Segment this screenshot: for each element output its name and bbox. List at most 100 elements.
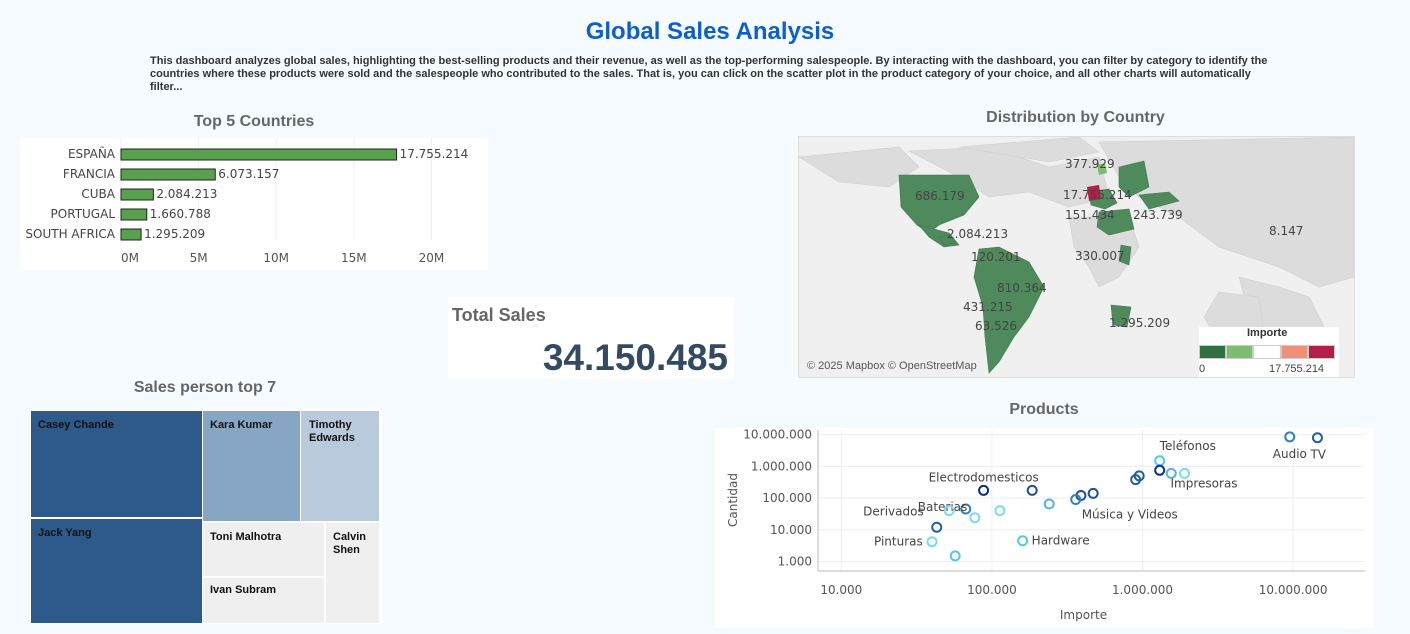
y-tick-label: 1.000 bbox=[778, 554, 812, 568]
scatter-point[interactable] bbox=[1017, 535, 1029, 547]
scatter-point[interactable] bbox=[969, 512, 981, 524]
products-scatter-chart[interactable]: 1.000 10.000 100.000 1.000.000 10.000.000 10.… bbox=[715, 428, 1373, 628]
x-tick-label: 1.000.000 bbox=[1112, 583, 1173, 597]
legend-swatch bbox=[1199, 345, 1227, 359]
products-title: Products bbox=[1009, 401, 1079, 418]
bar-value-label: 17.755.214 bbox=[400, 147, 469, 161]
bar-tick-label: 10M bbox=[263, 251, 289, 265]
scatter-point[interactable] bbox=[926, 536, 938, 548]
treemap-label: Ivan Subram bbox=[210, 584, 277, 596]
bar-category-label: ESPAÑA bbox=[68, 146, 116, 161]
treemap-label: Timothy Edwards bbox=[309, 419, 355, 444]
treemap-cell-kara[interactable]: Kara Kumar bbox=[203, 411, 300, 521]
treemap-cell-toni[interactable]: Toni Malhotra bbox=[203, 523, 324, 576]
spain-shape[interactable] bbox=[1087, 185, 1101, 201]
scatter-point[interactable] bbox=[994, 505, 1006, 517]
scatter-point[interactable] bbox=[943, 505, 955, 517]
kpi-panel: Total Sales 34.150.485 bbox=[448, 297, 734, 379]
country-map[interactable]: 686.179 377.929 17.755.214 151.434 243.739 8.… bbox=[798, 136, 1355, 378]
y-tick-label: 10.000.000 bbox=[743, 428, 812, 442]
point-label: Audio bbox=[1273, 447, 1307, 461]
scatter-point[interactable] bbox=[1311, 432, 1323, 444]
x-tick-label: 10.000.000 bbox=[1259, 583, 1328, 597]
legend-swatch bbox=[1307, 345, 1336, 359]
bar[interactable] bbox=[120, 168, 216, 181]
treemap-cell-timothy[interactable]: Timothy Edwards bbox=[301, 411, 379, 521]
point-label: Pinturas bbox=[874, 535, 923, 549]
scandinavia-shape[interactable] bbox=[1118, 160, 1150, 198]
map-labels: 686.179 377.929 17.755.214 151.434 243.739 8.… bbox=[915, 157, 1303, 333]
treemap-cell-calvin[interactable]: Calvin Shen bbox=[326, 523, 379, 623]
turkey-shape[interactable] bbox=[1138, 191, 1180, 210]
treemap-cell-jack[interactable]: Jack Yang bbox=[31, 519, 202, 623]
bar[interactable] bbox=[120, 228, 142, 241]
scatter-point[interactable] bbox=[1070, 493, 1082, 505]
scatter-point[interactable] bbox=[949, 550, 961, 562]
scatter-point[interactable] bbox=[1026, 484, 1038, 496]
scatter-point[interactable] bbox=[1087, 487, 1099, 499]
arctic-shape bbox=[958, 137, 1100, 163]
x-axis-label: Importe bbox=[1060, 608, 1107, 622]
x-tick-label: 100.000 bbox=[967, 583, 1017, 597]
top-countries-title: Top 5 Countries bbox=[193, 113, 315, 130]
scatter-point[interactable] bbox=[1154, 455, 1166, 467]
y-tick-label: 10.000 bbox=[770, 523, 812, 537]
south-africa-shape[interactable] bbox=[1110, 304, 1132, 328]
bar-value-label: 2.084.213 bbox=[156, 187, 217, 201]
map-value-label: 1.295.209 bbox=[1109, 316, 1170, 330]
usa-shape[interactable] bbox=[898, 174, 980, 234]
scatter-point[interactable] bbox=[1165, 467, 1177, 479]
map-value-label: 8.147 bbox=[1269, 224, 1303, 238]
point-label: Música y Videos bbox=[1082, 507, 1178, 521]
dashboard-description: This dashboard analyzes global sales, hi… bbox=[150, 55, 1268, 93]
scatter-point[interactable] bbox=[1043, 498, 1055, 510]
scatter-point[interactable] bbox=[1154, 464, 1166, 476]
treemap-label: Casey Chande bbox=[38, 419, 114, 431]
bar[interactable] bbox=[120, 148, 398, 161]
north-africa-shape[interactable] bbox=[1096, 208, 1135, 236]
treemap-label: Jack Yang bbox=[38, 527, 92, 539]
bar-category-label: FRANCIA bbox=[63, 167, 116, 181]
treemap-label: Calvin Shen bbox=[333, 531, 367, 556]
map-svg[interactable]: 686.179 377.929 17.755.214 151.434 243.739 8.… bbox=[799, 137, 1354, 377]
map-value-label: 17.755.214 bbox=[1063, 188, 1132, 202]
ireland-shape[interactable] bbox=[1097, 163, 1107, 175]
point-label: Teléfonos bbox=[1159, 439, 1216, 453]
treemap-cell-casey[interactable]: Casey Chande bbox=[31, 411, 202, 517]
map-value-label: 63.526 bbox=[975, 319, 1017, 333]
kpi-label: Total Sales bbox=[452, 305, 546, 325]
map-value-label: 377.929 bbox=[1065, 157, 1115, 171]
bar-tick-label: 20M bbox=[419, 251, 445, 265]
bar[interactable] bbox=[120, 188, 154, 201]
bar-value-label: 1.295.209 bbox=[144, 227, 205, 241]
map-value-label: 330.007 bbox=[1075, 249, 1125, 263]
scatter-point[interactable] bbox=[931, 521, 943, 533]
legend-title: Importe bbox=[1247, 327, 1288, 339]
y-axis-label: Cantidad bbox=[726, 473, 740, 527]
salesperson-treemap[interactable]: Casey Chande Jack Yang Kara Kumar Timoth… bbox=[30, 410, 382, 624]
scatter-point[interactable] bbox=[1284, 431, 1296, 443]
legend-min: 0 bbox=[1199, 363, 1206, 375]
scatter-point[interactable] bbox=[1130, 474, 1142, 486]
scatter-point[interactable] bbox=[1179, 467, 1191, 479]
map-legend: Importe 0 17.755.214 bbox=[1199, 327, 1339, 377]
dashboard-title: Global Sales Analysis bbox=[585, 18, 835, 45]
treemap-title: Sales person top 7 bbox=[133, 379, 277, 396]
top-countries-bar-chart[interactable]: 0M 5M 10M 15M 20M ESPAÑA 17.755.214 FRANCIA 6.07… bbox=[20, 138, 488, 270]
map-value-label: 243.739 bbox=[1133, 208, 1183, 222]
south-america-shape[interactable] bbox=[973, 246, 1045, 374]
treemap-cell-ivan[interactable]: Ivan Subram bbox=[203, 578, 324, 623]
east-africa-shape[interactable] bbox=[1118, 244, 1132, 266]
bar-value-label: 1.660.788 bbox=[150, 207, 211, 221]
map-value-label: 431.215 bbox=[963, 300, 1013, 314]
bar[interactable] bbox=[120, 208, 148, 221]
scatter-point[interactable] bbox=[978, 484, 990, 496]
bar-category-label: PORTUGAL bbox=[51, 207, 116, 221]
products-panel: 1.000 10.000 100.000 1.000.000 10.000.000 10.… bbox=[715, 428, 1373, 628]
scatter-point[interactable] bbox=[960, 503, 972, 515]
map-attribution: © 2025 Mapbox © OpenStreetMap bbox=[807, 360, 977, 372]
cuba-shape[interactable] bbox=[938, 234, 956, 246]
map-value-label: 120.201 bbox=[971, 250, 1021, 264]
y-tick-label: 1.000.000 bbox=[751, 459, 812, 473]
point-label: Baterias bbox=[918, 500, 968, 514]
